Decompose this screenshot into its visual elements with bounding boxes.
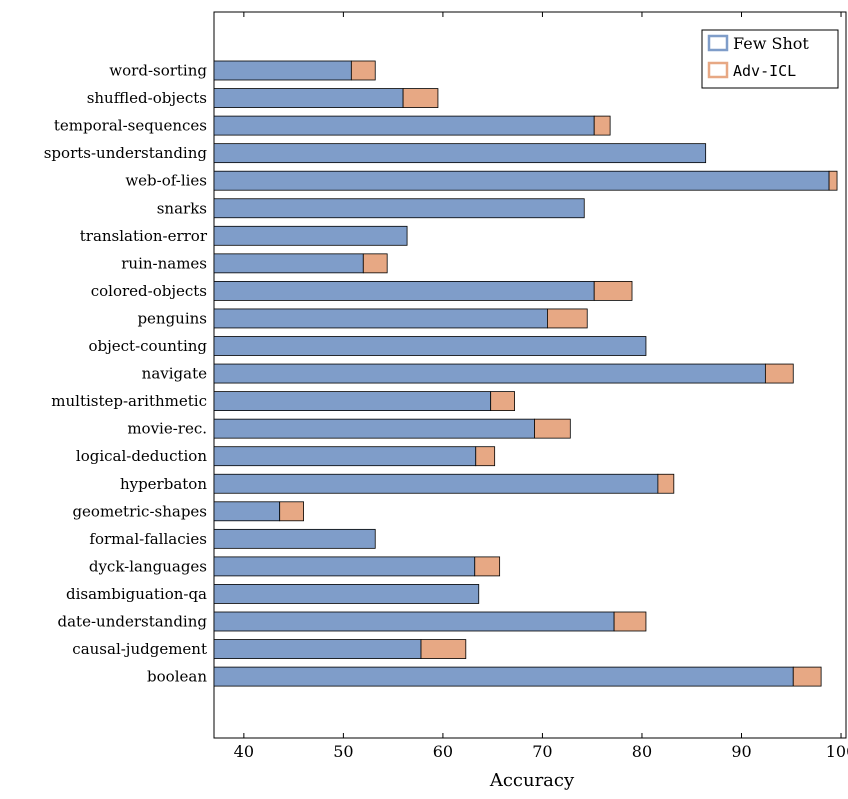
x-ticks-group: 40 50 60 70 80 90 100 — [234, 12, 848, 761]
bar-few-shot-web-of-lies — [213, 170, 830, 191]
category-label-dyck-languages: dyck-languages — [89, 557, 207, 575]
x-tick-label-50: 50 — [333, 742, 353, 761]
category-label-formal-fallacies: formal-fallacies — [89, 530, 207, 548]
category-label-multistep-arithmetic: multistep-arithmetic — [51, 392, 207, 410]
bar-adv-icl-multistep-arithmetic — [490, 391, 515, 412]
bar-adv-icl-word-sorting — [350, 60, 376, 81]
category-label-web-of-lies: web-of-lies — [125, 172, 207, 190]
bar-few-shot-word-sorting — [213, 60, 352, 81]
bar-few-shot-penguins — [213, 308, 548, 329]
bar-few-shot-geometric-shapes — [213, 501, 281, 522]
bar-few-shot-multistep-arithmetic — [213, 391, 492, 412]
bar-few-shot-disambiguation-qa — [213, 584, 480, 604]
bar-adv-icl-shuffled-objects — [402, 88, 439, 108]
bar-few-shot-navigate — [213, 363, 766, 384]
bar-few-shot-temporal-sequences — [213, 115, 595, 136]
bar-few-shot-boolean — [213, 666, 794, 687]
bar-adv-icl-navigate — [764, 363, 794, 384]
category-label-causal-judgement: causal-judgement — [72, 640, 207, 658]
legend: Few Shot Adv-ICL — [701, 29, 839, 89]
bar-adv-icl-penguins — [547, 308, 588, 329]
bar-adv-icl-geometric-shapes — [279, 501, 304, 522]
bars-group — [213, 60, 838, 687]
category-label-penguins: penguins — [137, 309, 207, 327]
legend-swatch-few-shot — [707, 34, 729, 52]
category-label-movie-rec: movie-rec. — [127, 420, 207, 438]
bar-few-shot-date-understanding — [213, 611, 615, 632]
bar-few-shot-snarks — [213, 198, 585, 219]
x-tick-label-100: 100 — [826, 742, 848, 761]
bar-adv-icl-hyperbaton — [657, 473, 675, 494]
category-label-sports-understanding: sports-understanding — [44, 144, 208, 162]
bar-adv-icl-movie-rec — [534, 418, 571, 439]
bar-adv-icl-causal-judgement — [420, 639, 467, 659]
x-tick-label-90: 90 — [731, 742, 751, 761]
category-label-disambiguation-qa: disambiguation-qa — [66, 585, 207, 603]
x-tick-label-40: 40 — [234, 742, 254, 761]
category-label-shuffled-objects: shuffled-objects — [87, 89, 207, 107]
bar-adv-icl-boolean — [792, 666, 822, 687]
bar-adv-icl-date-understanding — [613, 611, 647, 632]
x-tick-label-70: 70 — [532, 742, 552, 761]
legend-box — [701, 29, 839, 89]
bar-adv-icl-logical-deduction — [475, 446, 496, 467]
bar-few-shot-formal-fallacies — [213, 528, 376, 549]
bar-few-shot-dyck-languages — [213, 556, 476, 577]
category-label-hyperbaton: hyperbaton — [120, 475, 207, 493]
category-label-ruin-names: ruin-names — [121, 254, 207, 272]
bar-adv-icl-web-of-lies — [828, 170, 838, 191]
category-label-snarks: snarks — [157, 199, 207, 217]
bar-few-shot-sports-understanding — [213, 143, 707, 164]
category-label-object-counting: object-counting — [89, 337, 208, 355]
bar-adv-icl-temporal-sequences — [593, 115, 611, 136]
x-axis-title: Accuracy — [489, 770, 575, 791]
legend-label-adv-icl: Adv-ICL — [733, 62, 796, 80]
category-label-temporal-sequences: temporal-sequences — [54, 117, 207, 135]
bar-few-shot-causal-judgement — [213, 639, 422, 659]
bar-adv-icl-ruin-names — [362, 253, 388, 274]
legend-label-few-shot: Few Shot — [733, 34, 809, 53]
category-label-logical-deduction: logical-deduction — [76, 447, 207, 465]
category-label-geometric-shapes: geometric-shapes — [72, 502, 207, 520]
legend-swatch-adv-icl — [707, 61, 729, 79]
bar-few-shot-object-counting — [213, 336, 647, 356]
bar-few-shot-colored-objects — [213, 280, 595, 301]
category-labels-group: word-sorting shuffled-objects temporal-seq… — [44, 62, 208, 686]
bar-few-shot-logical-deduction — [213, 446, 477, 467]
bar-few-shot-shuffled-objects — [213, 88, 404, 108]
bar-few-shot-translation-error — [213, 225, 408, 246]
bar-few-shot-hyperbaton — [213, 473, 659, 494]
x-tick-label-80: 80 — [632, 742, 652, 761]
category-label-boolean: boolean — [147, 668, 207, 686]
category-label-date-understanding: date-understanding — [58, 613, 208, 631]
bar-few-shot-movie-rec — [213, 418, 535, 439]
bar-adv-icl-colored-objects — [593, 280, 633, 301]
category-label-word-sorting: word-sorting — [109, 62, 207, 80]
category-label-colored-objects: colored-objects — [91, 282, 207, 300]
category-label-navigate: navigate — [142, 365, 207, 383]
bar-adv-icl-dyck-languages — [474, 556, 501, 577]
bar-few-shot-ruin-names — [213, 253, 364, 274]
category-label-translation-error: translation-error — [80, 227, 208, 245]
x-tick-label-60: 60 — [433, 742, 453, 761]
